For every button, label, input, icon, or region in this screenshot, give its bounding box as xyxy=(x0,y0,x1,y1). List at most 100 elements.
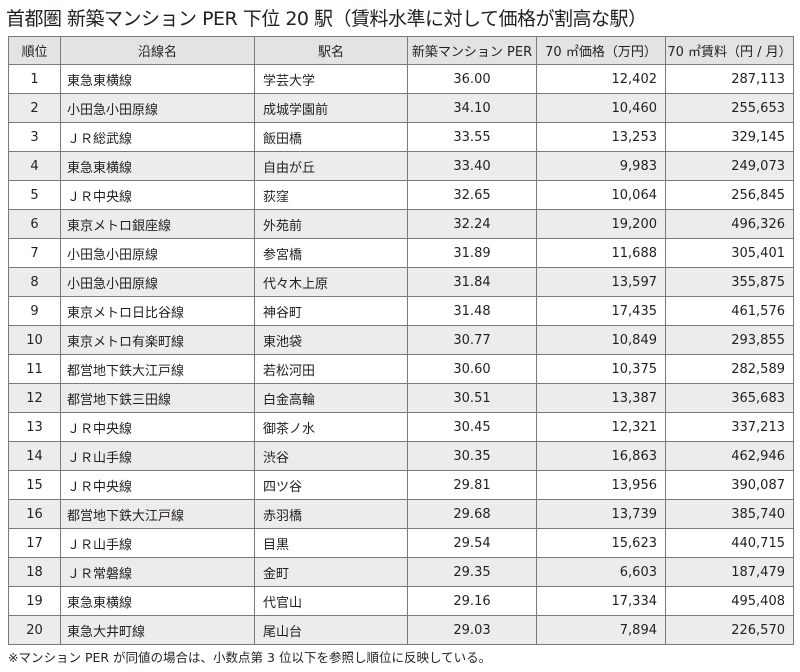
per-cell: 29.68 xyxy=(407,499,537,529)
rent-cell: 187,479 xyxy=(665,557,794,587)
station-name-cell: 白金高輪 xyxy=(254,383,408,413)
per-cell: 30.35 xyxy=(407,441,537,471)
per-cell: 29.03 xyxy=(407,615,537,645)
rent-cell: 496,326 xyxy=(665,209,794,239)
price-cell: 13,387 xyxy=(536,383,666,413)
per-cell: 33.40 xyxy=(407,151,537,181)
price-cell: 17,435 xyxy=(536,296,666,326)
station-name-cell: 目黒 xyxy=(254,528,408,558)
price-cell: 12,402 xyxy=(536,64,666,94)
table-row: 9 東京メトロ日比谷線 神谷町 31.48 17,435 461,576 xyxy=(8,296,794,326)
line-name-cell: ＪＲ中央線 xyxy=(60,180,255,210)
rank-cell: 8 xyxy=(8,267,61,297)
per-cell: 29.54 xyxy=(407,528,537,558)
table-row: 5 ＪＲ中央線 荻窪 32.65 10,064 256,845 xyxy=(8,180,794,210)
per-cell: 29.35 xyxy=(407,557,537,587)
price-cell: 17,334 xyxy=(536,586,666,616)
line-name-cell: ＪＲ総武線 xyxy=(60,122,255,152)
station-name-cell: 代官山 xyxy=(254,586,408,616)
per-cell: 32.24 xyxy=(407,209,537,239)
price-cell: 13,597 xyxy=(536,267,666,297)
price-cell: 7,894 xyxy=(536,615,666,645)
price-cell: 6,603 xyxy=(536,557,666,587)
line-name-cell: ＪＲ山手線 xyxy=(60,441,255,471)
rank-cell: 13 xyxy=(8,412,61,442)
station-name-cell: 飯田橋 xyxy=(254,122,408,152)
rank-cell: 15 xyxy=(8,470,61,500)
rent-cell: 495,408 xyxy=(665,586,794,616)
table-row: 1 東急東横線 学芸大学 36.00 12,402 287,113 xyxy=(8,64,794,94)
rent-cell: 385,740 xyxy=(665,499,794,529)
price-cell: 13,253 xyxy=(536,122,666,152)
price-cell: 10,375 xyxy=(536,354,666,384)
table-row: 7 小田急小田原線 参宮橋 31.89 11,688 305,401 xyxy=(8,238,794,268)
station-name-cell: 代々木上原 xyxy=(254,267,408,297)
header-line: 沿線名 xyxy=(60,36,255,65)
per-cell: 31.48 xyxy=(407,296,537,326)
table-row: 10 東京メトロ有楽町線 東池袋 30.77 10,849 293,855 xyxy=(8,325,794,355)
price-cell: 10,849 xyxy=(536,325,666,355)
rank-cell: 9 xyxy=(8,296,61,326)
price-cell: 15,623 xyxy=(536,528,666,558)
table-row: 18 ＪＲ常磐線 金町 29.35 6,603 187,479 xyxy=(8,557,794,587)
price-cell: 16,863 xyxy=(536,441,666,471)
table-row: 13 ＪＲ中央線 御茶ノ水 30.45 12,321 337,213 xyxy=(8,412,794,442)
per-cell: 32.65 xyxy=(407,180,537,210)
station-name-cell: 御茶ノ水 xyxy=(254,412,408,442)
line-name-cell: 小田急小田原線 xyxy=(60,238,255,268)
table-row: 19 東急東横線 代官山 29.16 17,334 495,408 xyxy=(8,586,794,616)
per-cell: 30.60 xyxy=(407,354,537,384)
per-cell: 30.77 xyxy=(407,325,537,355)
table-body: 1 東急東横線 学芸大学 36.00 12,402 287,113 2 小田急小田原線 成城学園… xyxy=(8,64,794,645)
table-header: 順位 沿線名 駅名 新築マンション PER 70 ㎡価格（万円） 70 ㎡賃料（… xyxy=(8,36,794,65)
header-per: 新築マンション PER xyxy=(407,36,537,65)
station-name-cell: 金町 xyxy=(254,557,408,587)
station-name-cell: 参宮橋 xyxy=(254,238,408,268)
header-station: 駅名 xyxy=(254,36,408,65)
table-row: 11 都営地下鉄大江戸線 若松河田 30.60 10,375 282,589 xyxy=(8,354,794,384)
ranking-table-container: 順位 沿線名 駅名 新築マンション PER 70 ㎡価格（万円） 70 ㎡賃料（… xyxy=(8,36,794,645)
rent-cell: 337,213 xyxy=(665,412,794,442)
price-cell: 19,200 xyxy=(536,209,666,239)
line-name-cell: 東急東横線 xyxy=(60,64,255,94)
per-cell: 29.81 xyxy=(407,470,537,500)
rent-cell: 305,401 xyxy=(665,238,794,268)
station-name-cell: 荻窪 xyxy=(254,180,408,210)
price-cell: 9,983 xyxy=(536,151,666,181)
line-name-cell: 小田急小田原線 xyxy=(60,267,255,297)
station-name-cell: 赤羽橋 xyxy=(254,499,408,529)
table-row: 17 ＪＲ山手線 目黒 29.54 15,623 440,715 xyxy=(8,528,794,558)
per-cell: 36.00 xyxy=(407,64,537,94)
table-row: 4 東急東横線 自由が丘 33.40 9,983 249,073 xyxy=(8,151,794,181)
rent-cell: 440,715 xyxy=(665,528,794,558)
header-rent: 70 ㎡賃料（円 / 月） xyxy=(665,36,794,65)
line-name-cell: 東急東横線 xyxy=(60,151,255,181)
per-cell: 29.16 xyxy=(407,586,537,616)
table-row: 14 ＪＲ山手線 渋谷 30.35 16,863 462,946 xyxy=(8,441,794,471)
line-name-cell: ＪＲ中央線 xyxy=(60,470,255,500)
line-name-cell: ＪＲ中央線 xyxy=(60,412,255,442)
table-row: 6 東京メトロ銀座線 外苑前 32.24 19,200 496,326 xyxy=(8,209,794,239)
per-cell: 34.10 xyxy=(407,93,537,123)
price-cell: 10,064 xyxy=(536,180,666,210)
per-cell: 31.84 xyxy=(407,267,537,297)
rank-cell: 2 xyxy=(8,93,61,123)
rent-cell: 287,113 xyxy=(665,64,794,94)
rent-cell: 461,576 xyxy=(665,296,794,326)
line-name-cell: 東急大井町線 xyxy=(60,615,255,645)
rank-cell: 7 xyxy=(8,238,61,268)
table-row: 8 小田急小田原線 代々木上原 31.84 13,597 355,875 xyxy=(8,267,794,297)
rent-cell: 256,845 xyxy=(665,180,794,210)
rent-cell: 255,653 xyxy=(665,93,794,123)
line-name-cell: ＪＲ山手線 xyxy=(60,528,255,558)
table-row: 16 都営地下鉄大江戸線 赤羽橋 29.68 13,739 385,740 xyxy=(8,499,794,529)
per-cell: 31.89 xyxy=(407,238,537,268)
station-name-cell: 四ツ谷 xyxy=(254,470,408,500)
station-name-cell: 外苑前 xyxy=(254,209,408,239)
station-name-cell: 神谷町 xyxy=(254,296,408,326)
table-row: 2 小田急小田原線 成城学園前 34.10 10,460 255,653 xyxy=(8,93,794,123)
table-row: 12 都営地下鉄三田線 白金高輪 30.51 13,387 365,683 xyxy=(8,383,794,413)
rank-cell: 14 xyxy=(8,441,61,471)
rent-cell: 293,855 xyxy=(665,325,794,355)
station-name-cell: 学芸大学 xyxy=(254,64,408,94)
